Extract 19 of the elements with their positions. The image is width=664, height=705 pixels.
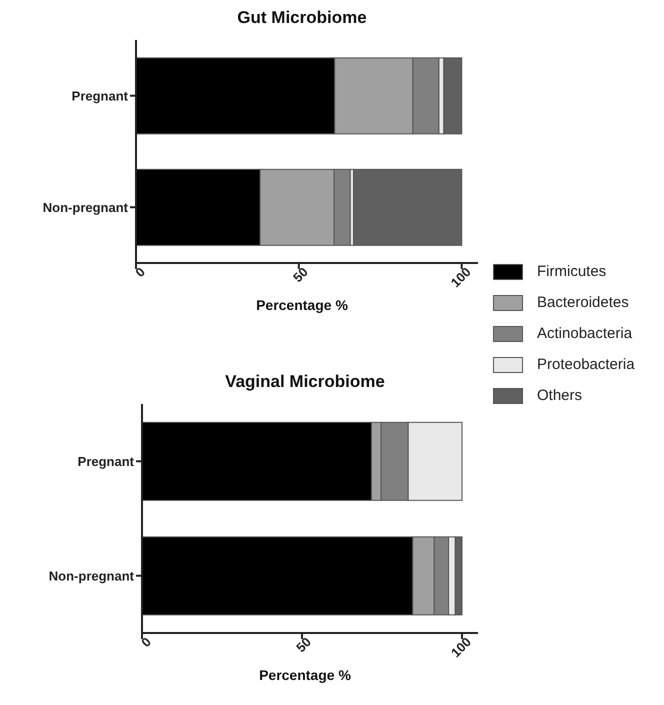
y-tick-label: Non-pregnant [42,200,129,215]
legend-label: Others [537,387,582,404]
y-tick-label: Non-pregnant [48,568,135,584]
legend-label: Actinobacteria [537,325,632,342]
x-tick-label: 0 [138,634,154,650]
chart-title: Vaginal Microbiome [224,372,386,392]
chart-title: Gut Microbiome [236,8,368,28]
legend-label: Bacteroidetes [537,294,629,311]
x-tick-label: 100 [448,264,474,290]
x-axis-title: Percentage % [255,297,349,313]
x-tick-label: 50 [290,264,311,286]
y-tick-label: Pregnant [78,454,135,469]
x-axis-title: Percentage % [258,667,352,683]
y-tick-label: Pregnant [72,88,129,104]
x-tick-label: 100 [448,634,474,660]
x-tick-label: 50 [293,634,314,656]
legend-label: Proteobacteria [537,356,635,373]
legend-label: Firmicutes [537,263,606,280]
x-tick-label: 0 [132,264,148,280]
